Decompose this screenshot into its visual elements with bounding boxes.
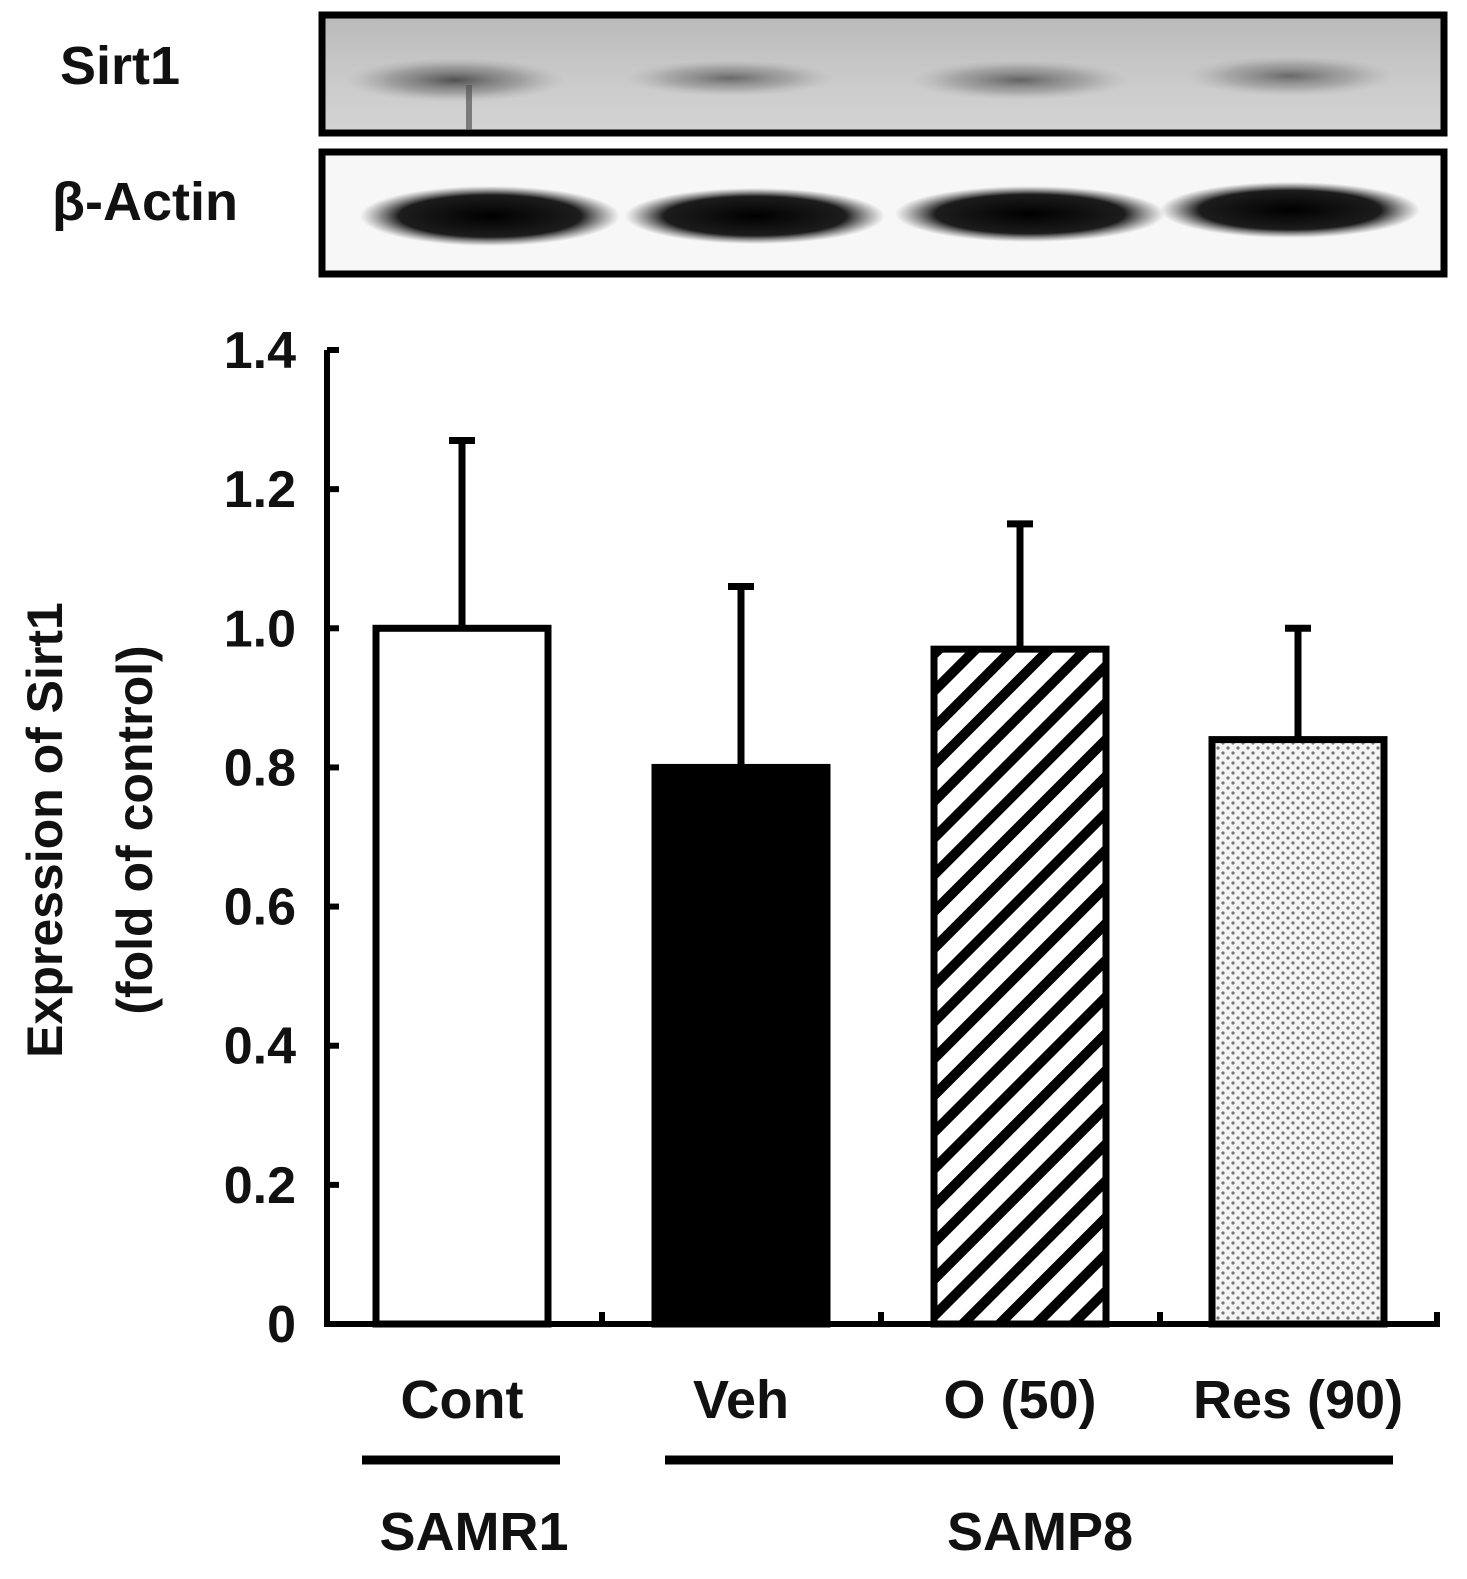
actin-band — [1160, 182, 1420, 238]
y-axis-ticks: 0 0.2 0.4 0.6 0.8 1.0 1.2 1.4 — [224, 322, 339, 1354]
blot-panel: Sirt1 β-Actin — [52, 11, 1448, 278]
y-tick-label: 0 — [267, 1296, 296, 1354]
y-tick-label: 1.2 — [224, 461, 296, 519]
y-tick-label: 0.8 — [224, 739, 296, 797]
x-axis-ticks — [599, 1312, 1440, 1324]
y-tick-label: 1.0 — [224, 600, 296, 658]
error-bars — [449, 436, 1311, 768]
sirt1-bands — [345, 56, 1395, 130]
sirt1-band — [910, 60, 1130, 100]
x-category-label: Res (90) — [1193, 1370, 1403, 1430]
bars — [372, 624, 1388, 1328]
bar-hatched — [930, 645, 1110, 1328]
actin-band — [360, 186, 620, 246]
y-axis-title-line2: (fold of control) — [107, 645, 163, 1014]
bar-black — [651, 763, 831, 1328]
blot-label-actin: β-Actin — [52, 172, 238, 232]
x-category-label: O (50) — [943, 1370, 1096, 1430]
blot-label-sirt1: Sirt1 — [60, 36, 180, 96]
x-category-label: Cont — [401, 1370, 524, 1430]
actin-band — [625, 188, 885, 244]
y-axis-title-line1: Expression of Sirt1 — [17, 602, 73, 1058]
sirt1-band — [1185, 56, 1395, 96]
sirt1-band — [625, 60, 835, 96]
sirt1-band — [345, 58, 565, 102]
y-tick-label: 0.2 — [224, 1157, 296, 1215]
actin-bands — [360, 182, 1420, 246]
actin-band — [895, 186, 1165, 242]
y-tick-label: 0.6 — [224, 879, 296, 937]
bar-white — [372, 624, 552, 1328]
y-tick-label: 0.4 — [224, 1018, 296, 1076]
bar-chart: 0 0.2 0.4 0.6 0.8 1.0 1.2 1.4 Cont Veh O (50) Res … — [17, 322, 1440, 1562]
group-label: SAMP8 — [947, 1502, 1133, 1562]
x-category-label: Veh — [693, 1370, 789, 1430]
group-labels: SAMR1 SAMP8 — [362, 1455, 1393, 1562]
group-label: SAMR1 — [379, 1502, 568, 1562]
y-axis-title: Expression of Sirt1 (fold of control) — [17, 602, 163, 1058]
bar-dotted — [1208, 736, 1388, 1328]
sirt1-artifact — [466, 85, 472, 130]
y-tick-label: 1.4 — [224, 322, 296, 380]
x-axis-labels: Cont Veh O (50) Res (90) — [401, 1370, 1404, 1430]
